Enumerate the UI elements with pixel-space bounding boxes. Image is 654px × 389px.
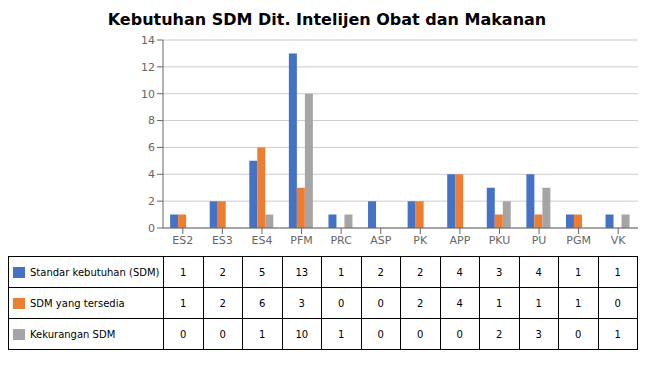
html-text:1: 1 xyxy=(180,297,187,309)
svg-text:VK: VK xyxy=(611,234,627,247)
html-text:1: 1 xyxy=(180,266,187,278)
html-text:Standar kebutuhan (SDM): Standar kebutuhan (SDM) xyxy=(30,266,160,278)
svg-text:0: 0 xyxy=(148,222,155,235)
html-text:3: 3 xyxy=(496,266,503,278)
html-text:Kebutuhan SDM Dit. Intelijen O: Kebutuhan SDM Dit. Intelijen Obat dan Ma… xyxy=(107,10,547,29)
svg-text:14: 14 xyxy=(141,34,155,47)
html-text:3: 3 xyxy=(298,297,305,309)
svg-text:8: 8 xyxy=(148,114,155,127)
svg-text:PK: PK xyxy=(413,234,428,247)
html-text:0: 0 xyxy=(377,297,384,309)
svg-text:ASP: ASP xyxy=(370,234,392,247)
html-text:10: 10 xyxy=(295,328,309,340)
html-text:Kekurangan SDM: Kekurangan SDM xyxy=(30,328,116,340)
svg-text:4: 4 xyxy=(148,168,155,181)
html-text:0: 0 xyxy=(377,328,384,340)
html-text:1: 1 xyxy=(614,266,621,278)
html-text:2: 2 xyxy=(219,297,226,309)
svg-text:PU: PU xyxy=(532,234,547,247)
html-text:0: 0 xyxy=(456,328,463,340)
html-text:4: 4 xyxy=(456,266,463,278)
html-text:2: 2 xyxy=(377,266,384,278)
html-text:1: 1 xyxy=(259,328,266,340)
svg-text:PGM: PGM xyxy=(566,234,591,247)
svg-text:ES4: ES4 xyxy=(251,234,272,247)
html-text:13: 13 xyxy=(295,266,309,278)
svg-text:10: 10 xyxy=(141,88,155,101)
html-text:5: 5 xyxy=(259,266,266,278)
html-text:1: 1 xyxy=(338,328,345,340)
html-text:2: 2 xyxy=(496,328,503,340)
svg-text:APP: APP xyxy=(449,234,470,247)
html-text:2: 2 xyxy=(417,297,424,309)
html-text:0: 0 xyxy=(417,328,424,340)
html-text:6: 6 xyxy=(259,297,266,309)
html-text:0: 0 xyxy=(614,297,621,309)
html-text:1: 1 xyxy=(496,297,503,309)
svg-text:12: 12 xyxy=(141,61,155,74)
html-text:1: 1 xyxy=(614,328,621,340)
html-text:3: 3 xyxy=(535,328,542,340)
html-text:1: 1 xyxy=(575,266,582,278)
html-text:0: 0 xyxy=(575,328,582,340)
svg-text:6: 6 xyxy=(148,141,155,154)
svg-text:PKU: PKU xyxy=(489,234,511,247)
html-text:1: 1 xyxy=(535,297,542,309)
html-text:0: 0 xyxy=(219,328,226,340)
svg-text:PRC: PRC xyxy=(330,234,352,247)
html-text:2: 2 xyxy=(417,266,424,278)
html-text:2: 2 xyxy=(219,266,226,278)
html-text:1: 1 xyxy=(575,297,582,309)
svg-text:ES3: ES3 xyxy=(212,234,233,247)
svg-text:PFM: PFM xyxy=(290,234,312,247)
html-text:0: 0 xyxy=(180,328,187,340)
html-text:1: 1 xyxy=(338,266,345,278)
html-text:SDM yang tersedia: SDM yang tersedia xyxy=(30,297,125,309)
html-text:4: 4 xyxy=(535,266,542,278)
html-text:4: 4 xyxy=(456,297,463,309)
svg-text:2: 2 xyxy=(148,195,155,208)
html-text:0: 0 xyxy=(338,297,345,309)
svg-text:ES2: ES2 xyxy=(172,234,193,247)
